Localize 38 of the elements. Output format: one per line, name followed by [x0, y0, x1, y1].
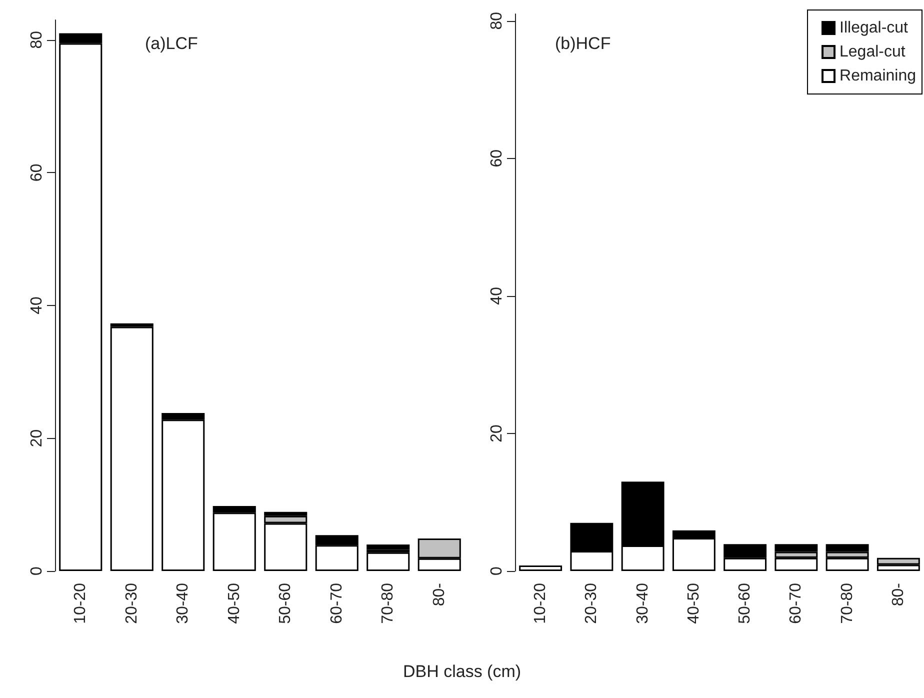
x-tick-label: 10-20 [532, 582, 550, 624]
bar [366, 544, 410, 550]
x-tick-label: 60-70 [328, 582, 346, 624]
x-tick-label: 20-30 [123, 582, 140, 624]
y-tick-label: 80 [488, 12, 506, 30]
text: (b)HCF [555, 34, 611, 53]
bar [366, 552, 410, 571]
bar [315, 535, 358, 542]
x-tick-label: 70-80 [380, 582, 397, 624]
y-tick-label: 60 [28, 164, 46, 182]
y-tick-label: 80 [28, 30, 46, 49]
x-tick-label: 70-80 [838, 582, 856, 624]
x-tick-label: 10-20 [72, 582, 90, 624]
y-tick-label: 20 [488, 424, 506, 442]
bar [519, 566, 562, 571]
y-tick-label: 0 [488, 566, 506, 576]
text: (a)LCF [145, 34, 198, 53]
x-tick-label: 40-50 [226, 582, 243, 624]
bar [110, 326, 154, 571]
x-tick-label: 80- [430, 583, 448, 606]
x-tick-label: 80- [890, 583, 907, 606]
legend-label: Remaining [840, 68, 916, 84]
x-tick-label: 20-30 [583, 582, 600, 624]
y-tick-label: 60 [488, 149, 506, 168]
y-tick-label: 0 [28, 566, 46, 576]
x-tick-label: 30-40 [634, 582, 652, 624]
legend-label: Legal-cut [840, 44, 906, 60]
x-tick-label: 40-50 [685, 582, 702, 624]
legend-label: Illegal-cut [840, 20, 909, 36]
x-axis-title: DBH class (cm) [402, 662, 522, 682]
x-tick-label: 60-70 [788, 582, 805, 624]
x-tick-label: 50-60 [736, 582, 754, 624]
y-tick-label: 40 [28, 296, 46, 314]
bar [315, 545, 358, 571]
x-tick-label: 30-40 [174, 582, 192, 624]
y-tick-label: 40 [488, 286, 506, 305]
y-tick-label: 20 [28, 429, 46, 448]
x-tick-label: 50-60 [277, 582, 294, 624]
